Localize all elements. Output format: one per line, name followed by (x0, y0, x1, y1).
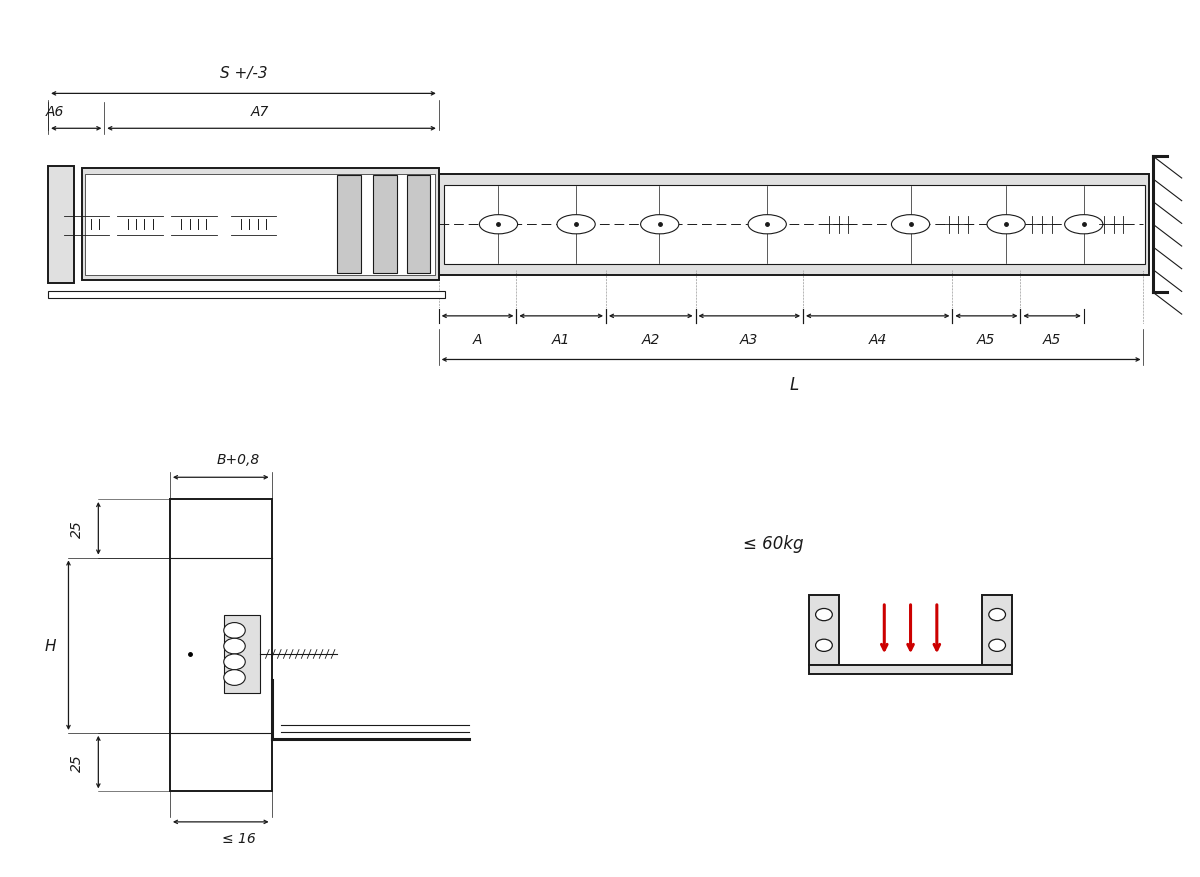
Circle shape (223, 654, 245, 670)
Bar (48, 291, 445, 298)
Bar (48, 167, 74, 283)
Text: 25: 25 (70, 753, 84, 771)
Text: A5: A5 (1043, 332, 1061, 346)
Bar (407, 176, 431, 274)
Text: A1: A1 (552, 332, 570, 346)
Bar (223, 615, 259, 694)
Text: ≤ 16: ≤ 16 (222, 831, 256, 845)
Text: A2: A2 (642, 332, 660, 346)
Circle shape (816, 639, 833, 652)
Ellipse shape (557, 216, 595, 234)
Text: B+0,8: B+0,8 (217, 453, 260, 467)
Bar (809, 595, 839, 665)
Text: A: A (473, 332, 482, 346)
Bar (373, 176, 397, 274)
Ellipse shape (479, 216, 517, 234)
Ellipse shape (1064, 216, 1103, 234)
Ellipse shape (986, 216, 1025, 234)
Text: ≤ 60kg: ≤ 60kg (743, 534, 804, 552)
Text: S +/-3: S +/-3 (220, 67, 268, 82)
Ellipse shape (892, 216, 930, 234)
Circle shape (989, 639, 1006, 652)
Text: H: H (44, 638, 56, 653)
Bar (82, 169, 439, 281)
Bar (444, 186, 1145, 264)
Ellipse shape (641, 216, 679, 234)
Bar (337, 176, 361, 274)
Circle shape (223, 638, 245, 654)
Text: A7: A7 (251, 104, 269, 118)
Text: A3: A3 (740, 332, 758, 346)
Circle shape (223, 623, 245, 638)
Bar (983, 595, 1012, 665)
Circle shape (989, 609, 1006, 621)
Text: A4: A4 (869, 332, 887, 346)
Circle shape (223, 670, 245, 686)
Bar (85, 175, 436, 275)
Bar (439, 175, 1150, 275)
Text: 25: 25 (70, 520, 84, 538)
Ellipse shape (748, 216, 786, 234)
Bar (809, 665, 1012, 674)
Text: A5: A5 (977, 332, 996, 346)
Text: A6: A6 (46, 104, 64, 118)
Circle shape (816, 609, 833, 621)
Text: L: L (790, 375, 799, 394)
